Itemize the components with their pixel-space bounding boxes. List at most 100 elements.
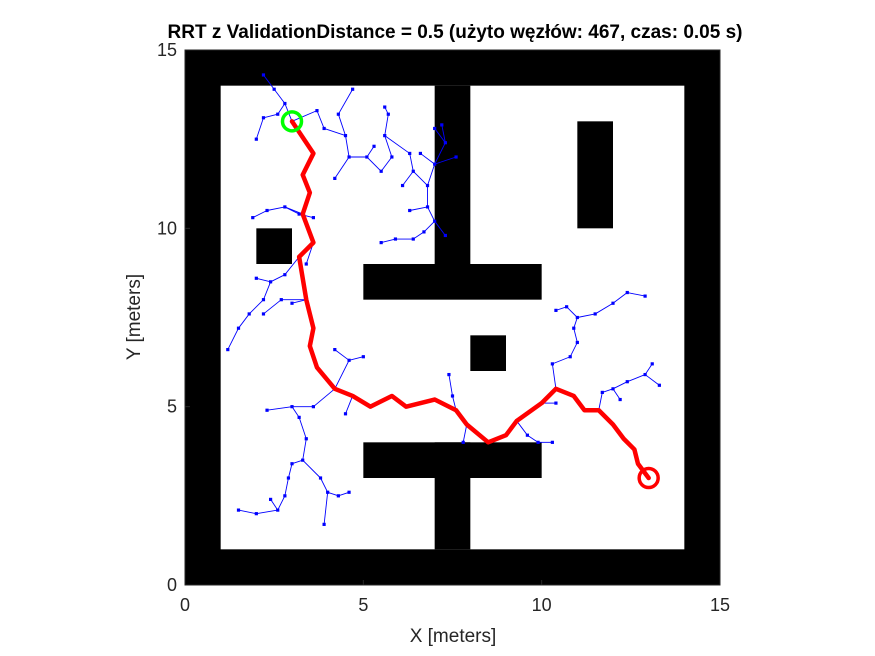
tree-node (600, 390, 604, 394)
tree-node (443, 233, 447, 238)
tree-node (383, 105, 387, 109)
tree-edge (366, 156, 382, 172)
x-tick-label: 15 (710, 595, 730, 615)
tree-edge (284, 256, 300, 275)
tree-edge (298, 417, 307, 439)
tree-edge (334, 349, 350, 361)
tree-edge (252, 210, 268, 219)
tree-edge (551, 363, 557, 389)
tree-edge (256, 509, 278, 515)
tree-node (290, 405, 294, 409)
tree-node (418, 151, 422, 156)
x-tick-label: 0 (180, 595, 190, 615)
tree-edge (594, 302, 614, 315)
tree-edge (313, 388, 336, 408)
tree-edge (441, 124, 446, 143)
tree-node (422, 230, 426, 234)
tree-node (254, 137, 258, 141)
tree-node (611, 387, 615, 391)
tree-edge (291, 406, 300, 418)
tree-node (283, 273, 287, 277)
tree-edge (227, 327, 239, 350)
tree-node (554, 401, 558, 405)
tree-node (568, 355, 572, 359)
tree-edge (338, 491, 350, 497)
tree-node (379, 169, 383, 173)
tree-edge (434, 156, 457, 165)
tree-node (625, 380, 629, 384)
tree-edge (462, 424, 468, 443)
tree-node (279, 298, 283, 302)
tree-node (411, 237, 415, 241)
tree-node (343, 412, 348, 416)
tree-edge (287, 463, 293, 479)
tree-node (276, 508, 280, 512)
tree-node (269, 280, 273, 284)
tree-node (386, 112, 390, 116)
tree-edge (238, 509, 257, 515)
tree-edge (266, 206, 285, 211)
tree-node (326, 490, 330, 494)
start-goal-markers (280, 110, 660, 490)
tree-edge (316, 110, 325, 129)
tree-node (575, 340, 579, 345)
tree-node (347, 358, 351, 362)
tree-edge (302, 438, 307, 461)
tree-edge (448, 374, 453, 397)
tree-edge (256, 277, 271, 283)
tree-edge (270, 274, 286, 283)
tree-edge (423, 220, 435, 233)
tree-node (322, 522, 326, 526)
tree-edge (291, 459, 303, 465)
tree-edge (381, 238, 396, 244)
chart-title: RRT z ValidationDistance = 0.5 (użyto wę… (168, 22, 743, 43)
tree-node (554, 308, 558, 312)
tree-edge (327, 491, 339, 497)
tree-edge (420, 153, 435, 165)
map-obstacles (185, 50, 720, 585)
tree-node (372, 144, 376, 148)
tree-edge (627, 374, 646, 383)
tree-edge (555, 306, 567, 311)
tree-node (575, 315, 579, 320)
tree-edge (412, 170, 428, 186)
tree-node (333, 348, 337, 352)
tree-node (226, 348, 230, 352)
tree-edge (320, 477, 329, 493)
tree-edge (263, 281, 272, 300)
tree-node (550, 440, 554, 444)
tree-node (433, 126, 437, 131)
tree-node (297, 212, 301, 216)
tree-edge (612, 292, 628, 304)
tree-edge (273, 88, 286, 104)
tree-edge (277, 495, 286, 511)
tree-node (454, 155, 458, 159)
tree-node (336, 112, 340, 116)
tree-node (347, 155, 351, 159)
tree-edge (644, 374, 660, 386)
tree-node (336, 494, 340, 498)
y-tick-label: 10 (157, 218, 177, 238)
tree-edge (384, 135, 393, 158)
tree-node (276, 112, 280, 116)
x-axis-label: X [meters] (410, 626, 497, 647)
tree-node (297, 415, 301, 419)
tree-edge (527, 434, 539, 443)
tree-edge (263, 299, 282, 315)
tree-node (347, 490, 351, 494)
tree-edge (384, 114, 389, 136)
tree-node (236, 326, 241, 330)
tree-node (318, 476, 323, 480)
tree-edge (402, 170, 414, 186)
tree-edge (434, 128, 446, 144)
tree-node (261, 116, 266, 120)
tree-node (393, 237, 398, 241)
tree-node (283, 494, 287, 498)
tree-node (611, 301, 615, 305)
obstacle-3 (684, 50, 720, 585)
tree-edge (334, 360, 350, 390)
tree-edge (434, 142, 446, 165)
tree-edge (427, 163, 436, 186)
tree-edge (263, 74, 275, 90)
